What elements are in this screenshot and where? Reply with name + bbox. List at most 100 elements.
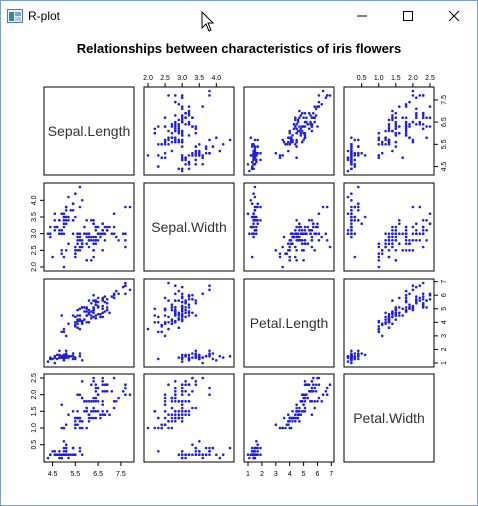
close-button[interactable] <box>431 1 477 31</box>
data-point <box>60 453 63 457</box>
data-point <box>46 232 50 235</box>
data-point <box>377 242 381 245</box>
data-point <box>71 357 75 361</box>
data-point <box>62 225 66 229</box>
data-point <box>163 307 167 311</box>
data-point <box>94 317 98 320</box>
data-point <box>112 293 116 297</box>
data-point <box>71 314 75 317</box>
data-point <box>404 310 408 313</box>
data-point <box>83 225 86 229</box>
scatterplot-matrix: Relationships between characteristics of… <box>31 41 448 478</box>
data-point <box>101 298 104 301</box>
data-point <box>292 416 296 420</box>
data-point <box>408 136 411 139</box>
data-point <box>49 357 52 361</box>
data-point <box>353 163 357 166</box>
y-tick-label-petal-length: 7 <box>441 280 448 284</box>
data-point <box>303 242 307 245</box>
data-point <box>67 354 70 358</box>
data-point <box>85 400 88 403</box>
data-point <box>184 354 187 358</box>
data-point <box>292 127 296 131</box>
diagonal-label-petal-length: Petal.Length <box>250 315 329 331</box>
data-point <box>421 302 425 305</box>
data-point <box>303 380 307 383</box>
data-point <box>110 390 114 393</box>
close-icon <box>448 10 460 22</box>
maximize-button[interactable] <box>385 1 431 31</box>
data-point <box>253 219 257 222</box>
data-point <box>112 296 116 300</box>
data-point <box>404 127 408 131</box>
data-point <box>94 386 98 390</box>
data-point <box>96 304 100 308</box>
data-point <box>78 307 82 311</box>
data-point <box>201 376 204 380</box>
data-point <box>215 136 218 139</box>
panel-points-sepal-width-vs-petal-width <box>346 185 432 269</box>
data-point <box>350 209 353 212</box>
data-point <box>310 125 314 128</box>
data-point <box>415 116 418 119</box>
data-point <box>180 456 184 460</box>
data-point <box>174 306 177 309</box>
data-point <box>252 212 255 215</box>
data-point <box>115 400 118 403</box>
data-point <box>177 400 181 403</box>
data-point <box>295 410 298 413</box>
data-point <box>398 222 401 225</box>
data-point <box>177 311 181 315</box>
data-point <box>177 123 181 126</box>
data-point <box>160 426 163 430</box>
data-point <box>411 239 415 242</box>
data-point <box>64 349 68 353</box>
data-point <box>96 232 100 235</box>
diagonal-label-sepal-length: Sepal.Length <box>48 123 131 139</box>
panel-frame-petal-width-vs-petal-width <box>343 373 435 463</box>
data-point <box>282 416 286 420</box>
data-point <box>184 302 187 305</box>
data-point <box>83 232 86 235</box>
data-point <box>187 410 191 413</box>
data-point <box>408 123 411 126</box>
data-point <box>180 140 184 144</box>
data-point <box>328 383 332 387</box>
data-point <box>294 125 297 128</box>
data-point <box>408 303 411 307</box>
data-point <box>101 376 104 380</box>
data-point <box>83 306 86 309</box>
data-point <box>90 410 93 413</box>
data-point <box>391 232 394 235</box>
data-point <box>55 453 59 457</box>
data-point <box>278 252 282 255</box>
data-point <box>353 219 357 222</box>
data-point <box>309 232 312 235</box>
data-point <box>215 359 218 362</box>
x-tick-label-sepal-length: 5.5 <box>70 471 80 478</box>
data-point <box>180 356 184 359</box>
data-point <box>278 255 282 259</box>
data-point <box>324 232 328 235</box>
data-point <box>346 229 350 232</box>
data-point <box>170 322 174 326</box>
data-point <box>177 131 181 135</box>
data-point <box>415 239 418 242</box>
data-point <box>303 410 307 413</box>
data-point <box>180 105 184 108</box>
data-point <box>153 131 157 135</box>
data-point <box>90 219 93 222</box>
data-point <box>80 380 84 383</box>
data-point <box>80 453 84 457</box>
data-point <box>428 212 432 215</box>
data-point <box>191 151 194 155</box>
title-bar[interactable]: R-plot <box>1 1 477 31</box>
data-point <box>295 145 298 148</box>
data-point <box>85 310 88 313</box>
data-point <box>325 393 329 397</box>
data-point <box>124 245 127 249</box>
data-point <box>103 239 107 242</box>
data-point <box>208 393 211 397</box>
minimize-button[interactable] <box>339 1 385 31</box>
data-point <box>253 138 257 142</box>
